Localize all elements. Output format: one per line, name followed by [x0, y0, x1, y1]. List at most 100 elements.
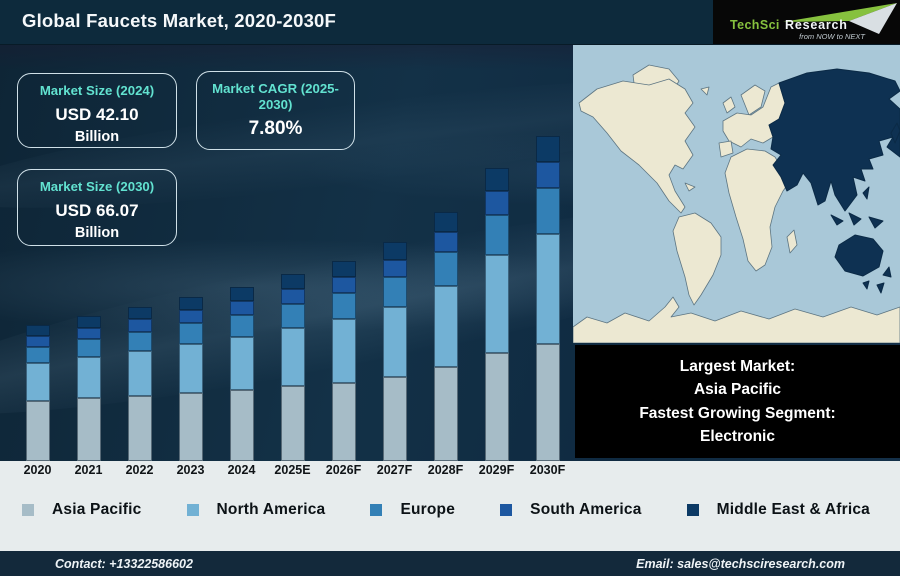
bar-segment-europe [382, 277, 407, 307]
legend-swatch-middle-east-africa [686, 504, 699, 516]
x-axis-label-2028F: 2028F [427, 463, 464, 477]
legend-item-middle-east-africa: Middle East & Africa [686, 501, 870, 519]
logo-brand-text: TechSci [730, 18, 780, 32]
map-south-america [672, 212, 722, 306]
legend-label-south-america: South America [530, 501, 642, 518]
info-box-unit: Billion [74, 129, 120, 145]
bar-segment-north-america [76, 356, 101, 399]
bar-segment-middle-east-africa [25, 325, 50, 336]
bar-slot-2025E [267, 274, 318, 461]
bar-slot-2023 [165, 297, 216, 461]
bar-segment-north-america [433, 285, 458, 368]
info-box-title: Market Size (2024) [39, 83, 155, 98]
techsci-logo: TechSci Research from NOW to NEXT [713, 0, 900, 44]
legend-item-north-america: North America [186, 501, 326, 519]
bar-segment-south-america [229, 301, 254, 315]
bar-segment-south-america [433, 232, 458, 253]
bar-segment-asia-pacific [382, 377, 407, 461]
map-antarctica [572, 296, 900, 344]
x-axis-label-2021: 2021 [74, 463, 103, 477]
bar-slot-2022 [114, 307, 165, 461]
x-axis-label-2030F: 2030F [529, 463, 566, 477]
bar-segment-asia-pacific [535, 344, 560, 461]
bar-segment-north-america [25, 362, 50, 402]
stacked-bar-2021 [76, 316, 101, 461]
bar-segment-asia-pacific [484, 353, 509, 461]
bar-segment-asia-pacific [76, 398, 101, 461]
axis-legend-band: 2020 2021 2022 2023 2024 2025E 2026F 2027F 2028F… [0, 461, 900, 551]
footer-bar: Contact: +13322586602 Email: sales@techs… [0, 551, 900, 576]
x-axis-label-2026F: 2026F [325, 463, 362, 477]
title-band: Global Faucets Market, 2020-2030F TechSc… [0, 0, 900, 45]
bar-segment-middle-east-africa [229, 287, 254, 301]
bar-segment-asia-pacific [331, 382, 356, 461]
bar-segment-middle-east-africa [331, 261, 356, 277]
bar-segment-south-america [178, 310, 203, 324]
info-box-value: 7.80% [248, 118, 303, 139]
bar-segment-europe [331, 292, 356, 320]
bar-segment-south-america [127, 319, 152, 332]
bar-segment-south-america [382, 259, 407, 277]
bar-segment-middle-east-africa [280, 274, 305, 289]
map-africa [724, 148, 794, 272]
stacked-bar-2026F [331, 261, 356, 461]
stacked-bar-2025E [280, 274, 305, 461]
map-cuba [684, 182, 696, 192]
techsci-logo-graphic: TechSci Research from NOW to NEXT [730, 3, 897, 41]
map-japan [890, 122, 900, 144]
chart-legend: Asia Pacific North America Europe South Ame… [0, 501, 900, 519]
bar-segment-north-america [382, 306, 407, 378]
bar-segment-europe [484, 214, 509, 256]
bar-segment-europe [433, 252, 458, 286]
stacked-bar-2029F [484, 168, 509, 461]
bar-slot-2021 [63, 316, 114, 461]
map-indonesia [830, 214, 844, 226]
info-box-unit: Billion [74, 225, 120, 241]
map-iberia [718, 140, 734, 158]
stacked-bar-2027F [382, 242, 407, 461]
bar-segment-south-america [484, 191, 509, 215]
world-map-graphic [572, 45, 900, 344]
bar-segment-north-america [127, 350, 152, 396]
bar-segment-asia-pacific [127, 395, 152, 461]
map-indonesia [848, 212, 862, 226]
bar-segment-europe [178, 323, 203, 345]
logo-tagline: from NOW to NEXT [799, 32, 866, 41]
info-box-value: USD 66.07 [55, 201, 139, 220]
bar-slot-2030F [522, 136, 573, 461]
bar-segment-south-america [280, 288, 305, 304]
legend-item-south-america: South America [500, 501, 641, 519]
legend-swatch-north-america [186, 504, 199, 516]
bar-slot-2027F [369, 242, 420, 461]
bar-segment-asia-pacific [229, 390, 254, 461]
world-map [572, 45, 900, 344]
stacked-bar-2030F [535, 136, 560, 461]
stacked-bar-2023 [178, 297, 203, 461]
bar-segment-middle-east-africa [382, 242, 407, 260]
map-new-zealand [882, 266, 892, 278]
market-highlights-box: Largest Market: Asia Pacific Fastest Gro… [575, 345, 900, 458]
legend-label-asia-pacific: Asia Pacific [52, 501, 142, 518]
map-madagascar [786, 229, 798, 254]
bar-segment-europe [127, 331, 152, 351]
bar-segment-north-america [178, 344, 203, 393]
bar-segment-europe [25, 346, 50, 363]
fastest-segment-value: Electronic [700, 428, 775, 445]
map-new-zealand [876, 282, 885, 294]
stacked-bar-chart [0, 44, 573, 461]
bar-segment-europe [76, 339, 101, 357]
map-iceland [700, 86, 710, 96]
bar-segment-middle-east-africa [535, 136, 560, 162]
market-size-2024-box: Market Size (2024) USD 42.10 Billion [17, 73, 177, 148]
x-axis-label-2027F: 2027F [376, 463, 413, 477]
legend-swatch-south-america [500, 504, 513, 516]
bar-segment-south-america [535, 162, 560, 188]
contact-email: Email: sales@techsciresearch.com [636, 556, 845, 571]
logo-brand2-text: Research [785, 18, 848, 32]
legend-swatch-asia-pacific [22, 504, 34, 516]
bar-segment-middle-east-africa [433, 212, 458, 233]
largest-market-label: Largest Market: [679, 357, 796, 375]
bar-slot-2028F [420, 212, 471, 461]
legend-item-asia-pacific: Asia Pacific [22, 501, 141, 519]
